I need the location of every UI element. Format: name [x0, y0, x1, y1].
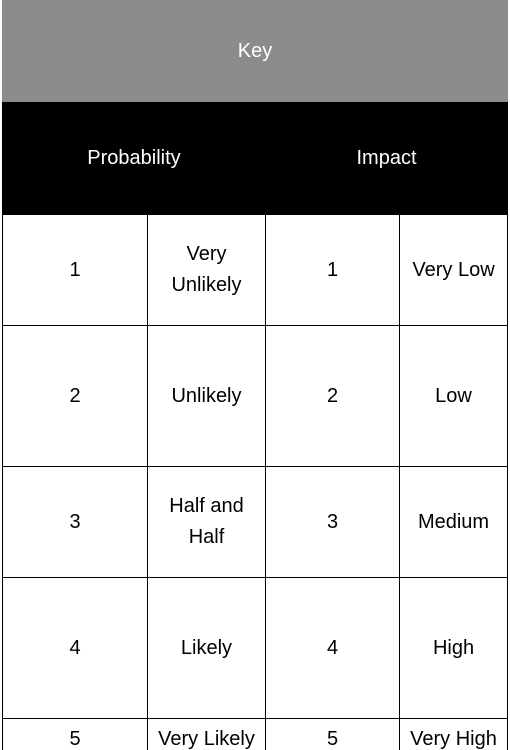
impact-label-cell: Very Low — [398, 214, 509, 326]
probability-label-cell: Very Likely — [147, 718, 266, 750]
probability-header: Probability — [2, 101, 266, 215]
key-title: Key — [1, 0, 509, 102]
probability-label-cell: Half and Half — [147, 466, 266, 578]
table-row: 5 Very Likely 5 Very High — [2, 718, 509, 750]
probability-label-cell: Likely — [147, 577, 266, 719]
impact-score-cell: 4 — [265, 577, 400, 719]
impact-label-cell: Low — [398, 325, 509, 467]
impact-label-cell: High — [398, 577, 509, 719]
table-row: 2 Unlikely 2 Low — [2, 325, 509, 467]
impact-score-cell: 1 — [265, 214, 400, 326]
probability-score-cell: 4 — [2, 577, 148, 719]
impact-header: Impact — [264, 101, 509, 215]
table-row: 3 Half and Half 3 Medium — [2, 466, 509, 578]
impact-label-cell: Very High — [398, 718, 509, 750]
impact-score-cell: 5 — [265, 718, 400, 750]
table-row: 4 Likely 4 High — [2, 577, 509, 719]
table-row: 1 Very Unlikely 1 Very Low — [2, 214, 509, 326]
probability-score-cell: 1 — [2, 214, 148, 326]
impact-score-cell: 3 — [265, 466, 400, 578]
probability-score-cell: 2 — [2, 325, 148, 467]
probability-label-cell: Very Unlikely — [147, 214, 266, 326]
probability-score-cell: 5 — [2, 718, 148, 750]
probability-label-cell: Unlikely — [147, 325, 266, 467]
probability-score-cell: 3 — [2, 466, 148, 578]
impact-score-cell: 2 — [265, 325, 400, 467]
impact-label-cell: Medium — [398, 466, 509, 578]
